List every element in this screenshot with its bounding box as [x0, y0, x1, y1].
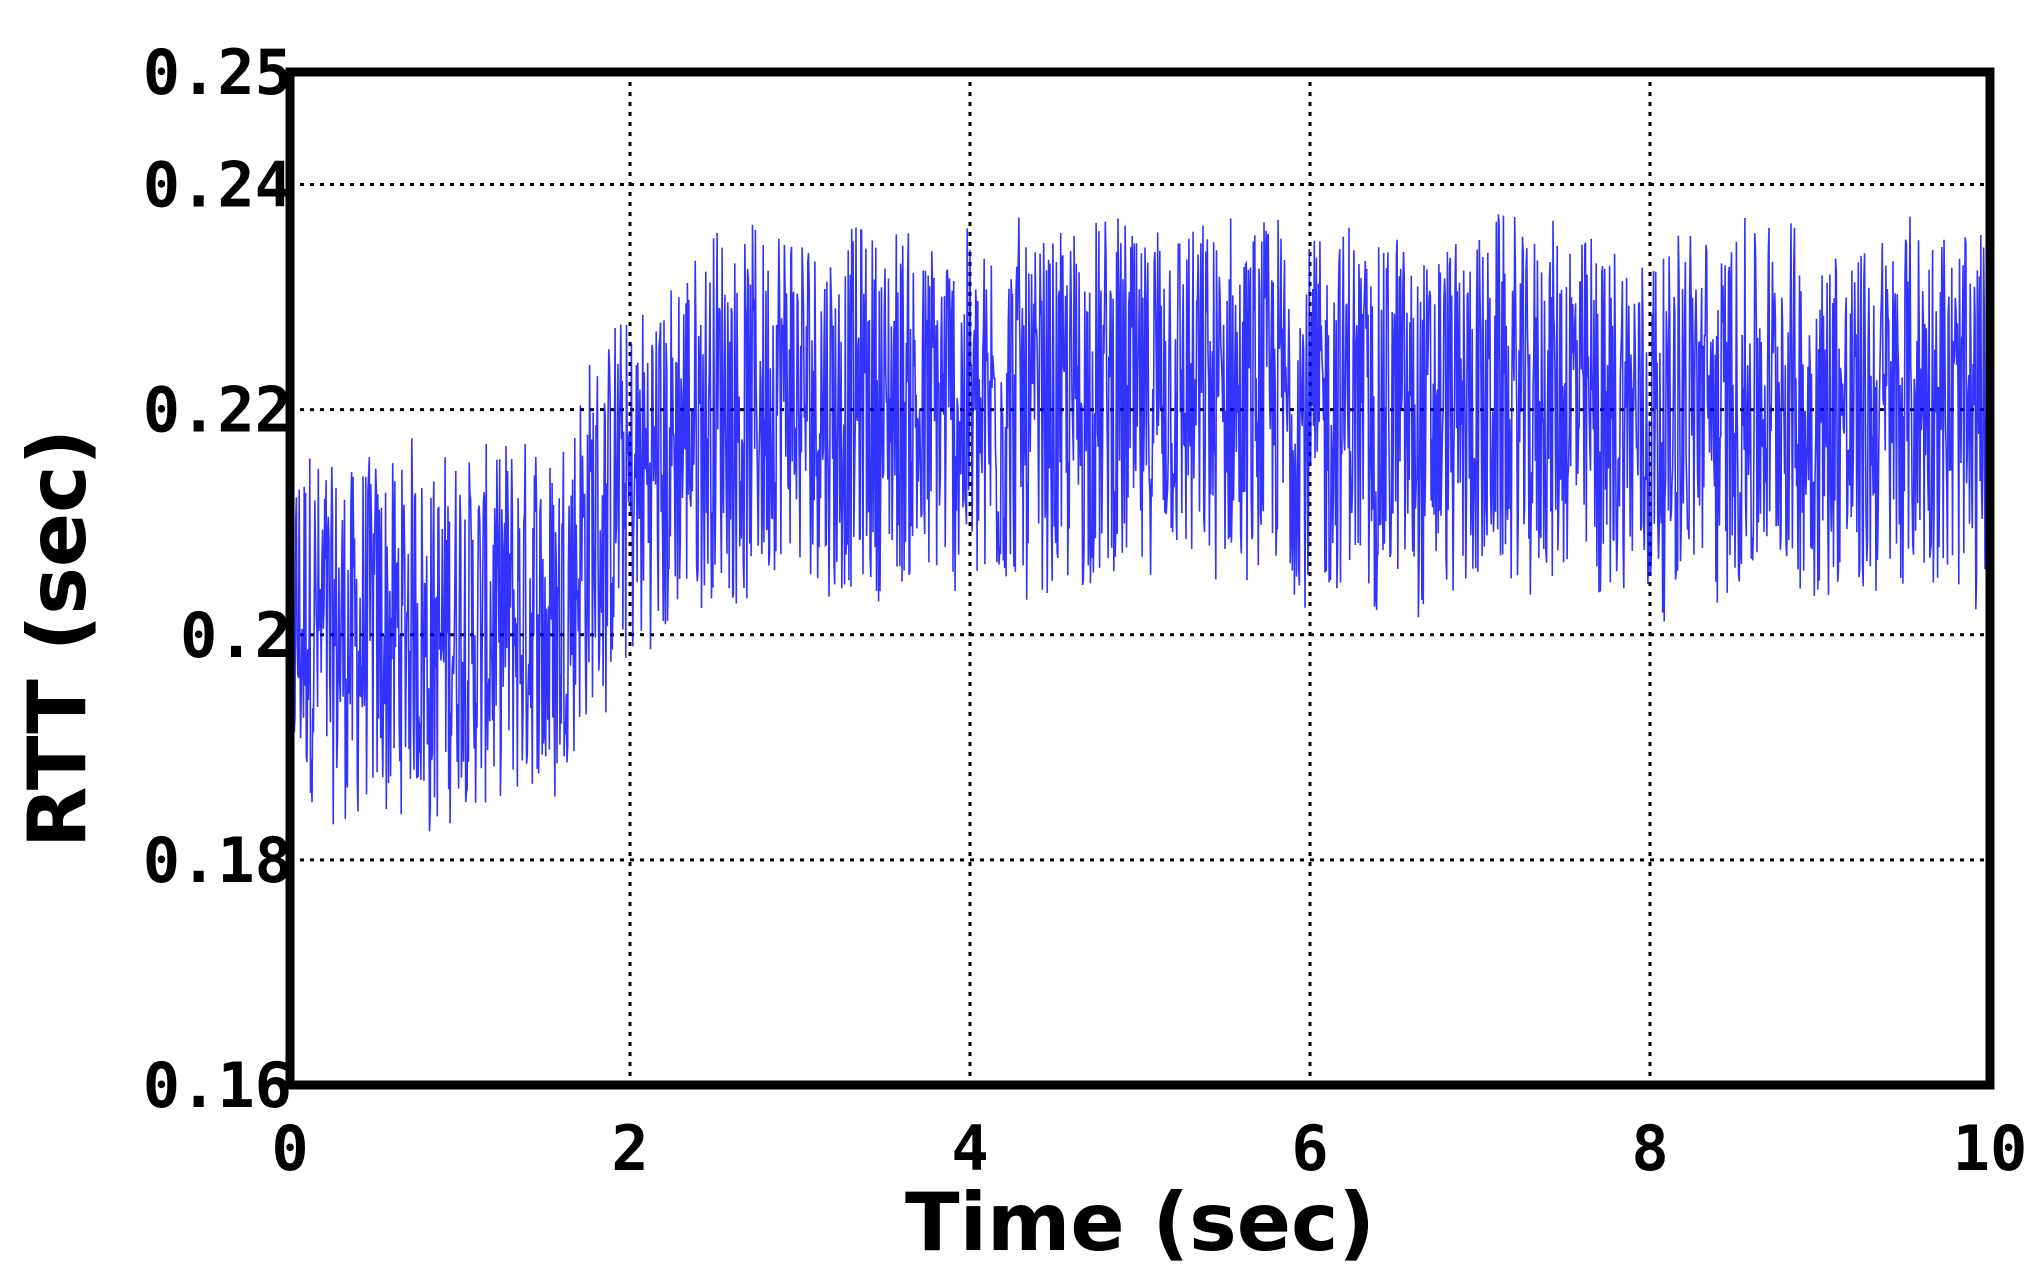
y-tick-label: 0.24	[143, 149, 292, 222]
x-tick-label: 6	[1291, 1112, 1328, 1185]
x-axis-label: Time (sec)	[905, 1176, 1375, 1269]
x-tick-label: 2	[611, 1112, 648, 1185]
x-tick-label: 4	[951, 1112, 988, 1185]
rtt-series	[289, 214, 1991, 832]
rtt-line	[289, 214, 1991, 832]
y-tick-label: 0.2	[180, 599, 292, 672]
y-tick-label: 0.22	[143, 374, 292, 447]
y-tick-label: 0.25	[143, 36, 292, 109]
x-tick-label: 8	[1631, 1112, 1668, 1185]
plot-frame	[285, 67, 1995, 1090]
y-tick-label: 0.16	[143, 1049, 292, 1122]
y-tick-labels: 0.16 0.18 0.2 0.22 0.24 0.25	[143, 36, 292, 1122]
x-tick-label: 0	[271, 1112, 308, 1185]
x-tick-labels: 0 2 4 6 8 10	[271, 1112, 2027, 1185]
x-tick-label: 10	[1953, 1112, 2028, 1185]
y-axis-label: RTT (sec)	[11, 429, 104, 848]
y-tick-label: 0.18	[143, 824, 292, 897]
